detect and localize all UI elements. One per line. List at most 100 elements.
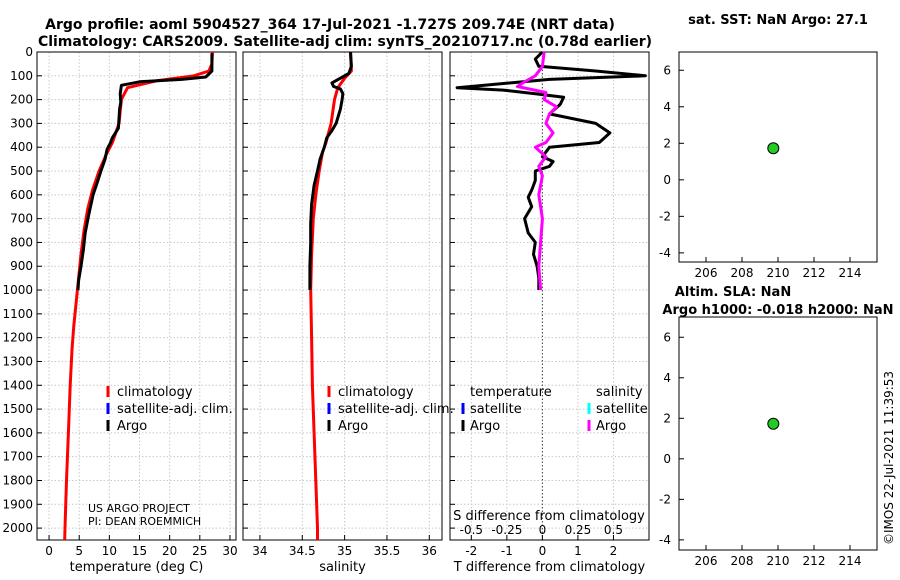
- y-tick-label: 1400: [2, 378, 33, 392]
- pi-text: PI: DEAN ROEMMICH: [88, 515, 201, 528]
- legend-label: satellite: [596, 402, 648, 417]
- sla-panel-title: Altim. SLA: NaN: [675, 285, 791, 300]
- x-tick-label: 35.5: [374, 544, 401, 558]
- x-tick-label: 36: [422, 544, 437, 558]
- x-tick-label: 25: [192, 544, 207, 558]
- axes-frame: [449, 51, 650, 541]
- y-tick-label: 6: [663, 63, 671, 77]
- y-tick-label: 0: [663, 452, 671, 466]
- series-line-climatology: [309, 51, 353, 540]
- y-tick-label: -4: [659, 246, 671, 260]
- y-tick-label: 1900: [2, 497, 33, 511]
- x-tick-label: 210: [767, 266, 790, 280]
- y-tick-label: 500: [10, 164, 33, 178]
- sla-panel-subtitle: Argo h1000: -0.018 h2000: NaN: [662, 303, 893, 318]
- x-tick-label: 206: [695, 554, 718, 568]
- legend-label: Argo: [338, 419, 368, 434]
- salinity-tick-label: -0.5: [460, 523, 483, 537]
- series-line-argo-salinity: [516, 51, 559, 291]
- x-tick-label: 1: [574, 544, 582, 558]
- axes-frame: [242, 51, 443, 541]
- salinity-tick-label: -0.25: [491, 523, 522, 537]
- x-tick-label: 214: [839, 554, 862, 568]
- y-tick-label: 2: [663, 136, 671, 150]
- x-tick-label: 34.5: [289, 544, 316, 558]
- y-tick-label: 1300: [2, 354, 33, 368]
- x-tick-label: 35: [337, 544, 352, 558]
- legend-label: satellite-adj. clim.: [338, 402, 454, 417]
- x-tick-label: 208: [731, 266, 754, 280]
- salinity-tick-label: 0.5: [604, 523, 623, 537]
- y-tick-label: 4: [663, 371, 671, 385]
- y-tick-label: 300: [10, 116, 33, 130]
- y-tick-label: 1000: [2, 283, 33, 297]
- scatter-axes-frame: [678, 51, 878, 263]
- x-tick-label: 0: [45, 544, 53, 558]
- x-axis-label: T difference from climatology: [453, 560, 646, 575]
- y-tick-label: 400: [10, 140, 33, 154]
- salinity-tick-label: 0.25: [565, 523, 592, 537]
- legend-label: climatology: [117, 385, 193, 400]
- y-tick-label: 1600: [2, 426, 33, 440]
- y-tick-label: 700: [10, 212, 33, 226]
- x-tick-label: 0: [539, 544, 547, 558]
- y-tick-label: 1200: [2, 331, 33, 345]
- legend-header-salinity: salinity: [596, 385, 643, 400]
- salinity-axis-label: S difference from climatology: [453, 509, 645, 524]
- y-tick-label: 1500: [2, 402, 33, 416]
- y-tick-label: 4: [663, 100, 671, 114]
- y-tick-label: 2000: [2, 521, 33, 535]
- y-tick-label: -2: [659, 209, 671, 223]
- x-tick-label: 15: [132, 544, 147, 558]
- y-tick-label: 600: [10, 188, 33, 202]
- float-position-marker: [767, 142, 780, 155]
- scatter-axes-frame: [678, 316, 878, 551]
- x-axis-label: temperature (deg C): [70, 560, 204, 575]
- x-tick-label: 5: [75, 544, 83, 558]
- series-line-argo-temperature: [455, 50, 647, 290]
- y-tick-label: 6: [663, 330, 671, 344]
- legend-label: Argo: [470, 419, 500, 434]
- x-tick-label: 30: [222, 544, 237, 558]
- series-line-climatology: [63, 51, 214, 541]
- y-tick-label: 0: [25, 45, 33, 59]
- x-tick-label: 10: [102, 544, 117, 558]
- x-tick-label: 214: [839, 266, 862, 280]
- legend-label: satellite: [470, 402, 522, 417]
- x-tick-label: 2: [610, 544, 618, 558]
- legend-label: Argo: [596, 419, 626, 434]
- y-tick-label: -4: [659, 533, 671, 547]
- figure-title-line1: Argo profile: aoml 5904527_364 17-Jul-20…: [45, 17, 615, 33]
- y-tick-label: 2: [663, 411, 671, 425]
- legend-header-temperature: temperature: [470, 385, 552, 400]
- x-tick-label: 208: [731, 554, 754, 568]
- x-tick-label: 34: [252, 544, 267, 558]
- axes-frame: [36, 51, 237, 541]
- legend-label: climatology: [338, 385, 414, 400]
- x-tick-label: -2: [465, 544, 477, 558]
- y-tick-label: 1800: [2, 473, 33, 487]
- legend-label: Argo: [117, 419, 147, 434]
- series-line-argo: [76, 53, 214, 291]
- y-tick-label: 0: [663, 173, 671, 187]
- x-tick-label: 212: [803, 554, 826, 568]
- sst-panel-title: sat. SST: NaN Argo: 27.1: [688, 13, 868, 28]
- x-tick-label: 210: [767, 554, 790, 568]
- y-tick-label: -2: [659, 492, 671, 506]
- x-tick-label: 212: [803, 266, 826, 280]
- x-tick-label: -1: [501, 544, 513, 558]
- y-tick-label: 100: [10, 69, 33, 83]
- y-tick-label: 1100: [2, 307, 33, 321]
- float-position-marker: [767, 417, 780, 430]
- y-tick-label: 1700: [2, 450, 33, 464]
- y-tick-label: 800: [10, 235, 33, 249]
- y-tick-label: 900: [10, 259, 33, 273]
- legend-label: satellite-adj. clim.: [117, 402, 233, 417]
- salinity-tick-label: 0: [539, 523, 547, 537]
- series-line-argo: [308, 51, 353, 290]
- x-axis-label: salinity: [319, 560, 366, 575]
- figure-title-line2: Climatology: CARS2009. Satellite-adj cli…: [38, 34, 652, 50]
- credit-text: US ARGO PROJECT: [88, 502, 190, 515]
